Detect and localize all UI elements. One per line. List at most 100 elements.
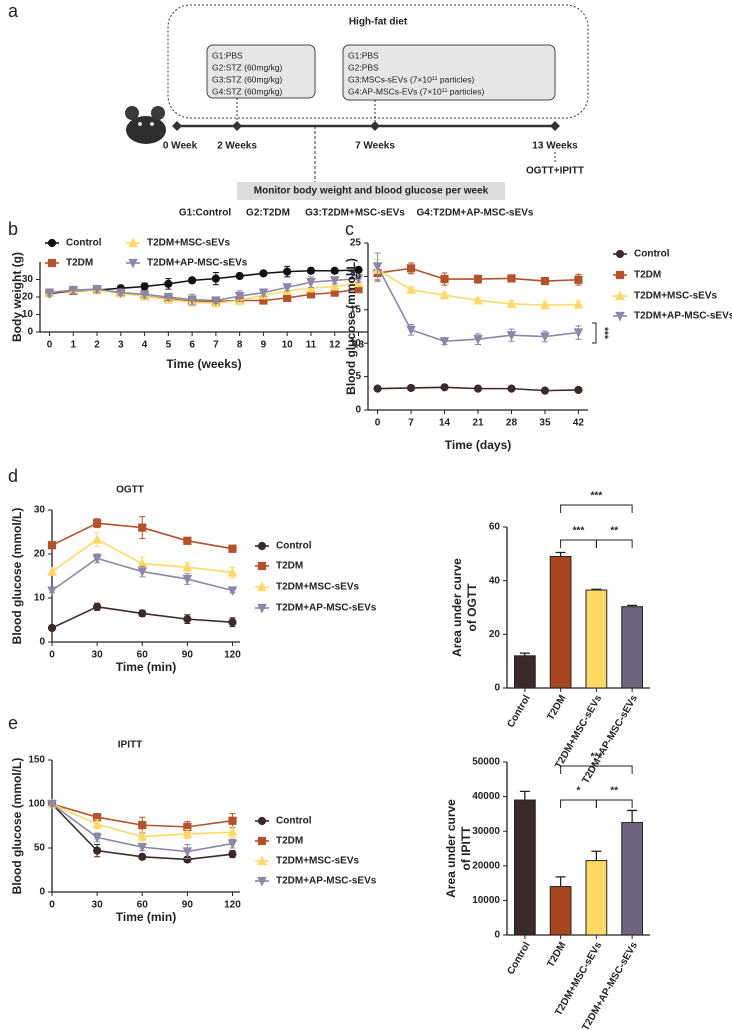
significance-label: *** [591, 752, 603, 763]
timeline-node [550, 121, 560, 131]
x-tick-label: 0 [47, 340, 53, 351]
study-diagram: High-fat diet G1:PBS G2:STZ (60mg/kg) G3… [125, 4, 589, 219]
y-tick-label: 20 [350, 271, 362, 282]
legend-label: T2DM+AP-MSC-sEVs [634, 311, 732, 322]
data-point [92, 833, 102, 843]
significance-bracket [560, 799, 597, 808]
error-bar [627, 809, 638, 823]
data-point [47, 541, 57, 550]
data-point [138, 821, 147, 830]
y-tick-label: 40000 [472, 791, 500, 802]
x-tick-label: 28 [506, 418, 518, 429]
x-tick-label: T2DM [545, 940, 568, 969]
y-tick-label: 20 [489, 629, 501, 640]
error-bar [627, 604, 638, 607]
x-tick-label: 21 [472, 418, 484, 429]
box-text: G4:STZ (60mg/kg) [212, 86, 283, 96]
timeline-label: 0 Week [163, 141, 198, 152]
diet-frame [167, 4, 589, 119]
x-tick-label: 5 [166, 340, 172, 351]
x-tick-label: 35 [539, 418, 551, 429]
legend-marker [257, 581, 267, 592]
x-tick-label: 90 [182, 900, 194, 911]
y-tick-label: 20 [34, 549, 46, 560]
data-point [92, 554, 102, 564]
data-point [234, 292, 245, 302]
data-point [330, 266, 339, 275]
x-tick-label: 2 [94, 340, 100, 351]
legend-marker [615, 270, 625, 280]
significance-bracket [560, 504, 633, 513]
data-point [47, 566, 57, 576]
x-tick-label: 30 [92, 900, 104, 911]
x-tick-label: T2DM [545, 693, 568, 722]
series-line [49, 277, 359, 302]
data-point [329, 276, 340, 286]
x-tick-label: 8 [237, 340, 243, 351]
y-axis-title: of IPITT [459, 826, 473, 871]
error-bar [555, 551, 566, 557]
y-axis-title: Area under curve [450, 558, 464, 657]
data-point [473, 335, 483, 345]
x-tick-label: 11 [306, 340, 317, 351]
timeline-label: 13 Weeks [532, 141, 578, 152]
error-bar [591, 850, 602, 861]
bar [514, 655, 536, 689]
data-point [235, 271, 244, 281]
diet-label: High-fat diet [349, 17, 408, 28]
x-tick-label: 9 [261, 340, 267, 351]
significance-label: *** [598, 327, 609, 339]
box-text: G2:STZ (60mg/kg) [212, 62, 283, 72]
data-point [137, 843, 148, 853]
data-point [93, 846, 102, 855]
data-point [163, 292, 174, 303]
data-point [44, 288, 55, 299]
data-point [306, 266, 316, 275]
x-tick-label: 3 [118, 340, 124, 351]
legend-marker [257, 541, 267, 551]
significance-bracket [592, 322, 597, 344]
data-point [506, 298, 517, 308]
group-label: G2:T2DM [246, 208, 290, 219]
data-point [140, 282, 149, 291]
y-tick-label: 0 [39, 887, 45, 898]
panel-letter: c [345, 219, 354, 239]
box [206, 44, 316, 99]
monitor-band [237, 182, 505, 200]
x-tick-label: 0 [49, 650, 55, 661]
y-axis-title: Blood glucose (mmol/L) [10, 508, 24, 645]
x-axis-title: Time (weeks) [166, 357, 241, 371]
data-point [540, 332, 550, 342]
legend-label: Control [276, 541, 312, 552]
data-point [574, 275, 583, 284]
box [342, 44, 556, 101]
data-point [473, 384, 483, 393]
legend-marker [257, 603, 267, 614]
legend-marker [128, 258, 138, 269]
data-point [93, 602, 102, 611]
y-tick-label: 0 [355, 405, 361, 416]
legend-marker [257, 855, 267, 866]
data-point [211, 274, 220, 283]
legend-marker [615, 290, 625, 301]
x-axis-title: Time (min) [116, 660, 176, 674]
data-point [47, 799, 57, 810]
data-point [92, 534, 102, 544]
data-point [540, 276, 550, 286]
y-tick-label: 10 [350, 338, 362, 349]
data-point [406, 325, 416, 336]
data-point [329, 281, 340, 291]
y-axis-title: Blood glucose (mmol/L) [10, 758, 24, 895]
x-tick-label: 13 [353, 340, 365, 351]
y-tick-label: 0 [494, 683, 500, 694]
data-point [353, 274, 364, 285]
legend-label: Control [276, 816, 312, 827]
bar [585, 589, 608, 689]
legend-marker [615, 311, 625, 322]
test-label: OGTT+IPITT [526, 166, 584, 177]
bar [621, 606, 643, 689]
x-tick-label: 10 [282, 340, 294, 351]
y-tick-label: 60 [489, 522, 501, 533]
box-text: G3:STZ (60mg/kg) [212, 74, 283, 84]
